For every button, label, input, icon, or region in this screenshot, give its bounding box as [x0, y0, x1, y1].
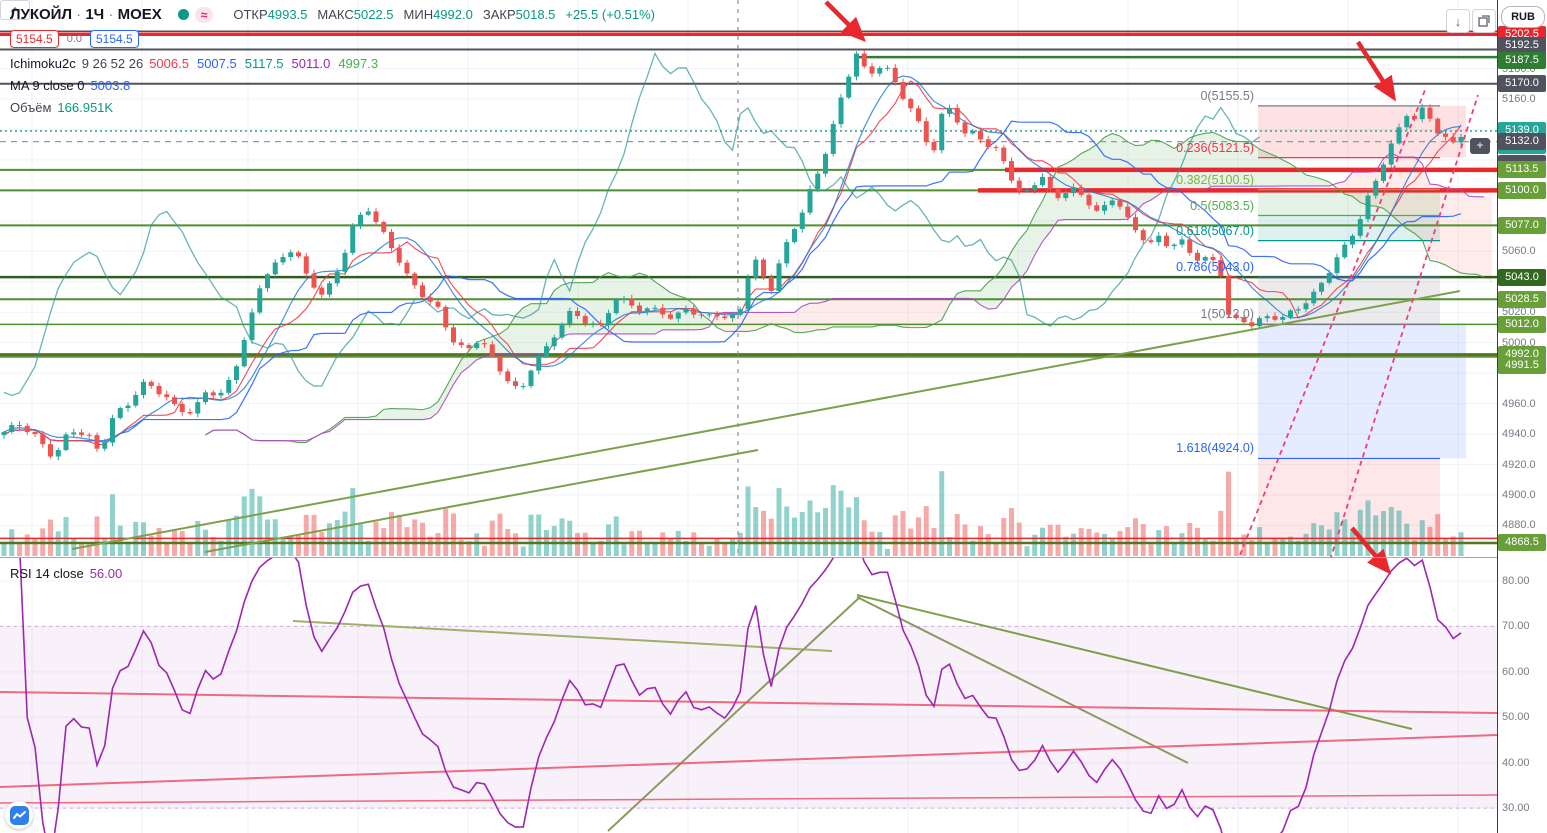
price-badge-4868.5: 4868.5: [1498, 534, 1546, 552]
fib-level-lines[interactable]: [1258, 105, 1440, 460]
timeframe-label: 1Ч: [85, 6, 105, 23]
chart-wave-icon: [9, 805, 29, 825]
rsi-tick-70.00: 70.00: [1502, 620, 1530, 633]
price-badge-4991.5: 4991.5: [1498, 357, 1546, 375]
price-label-left[interactable]: 5154.5: [10, 30, 59, 48]
ichimoku-values: 5006.5 5007.5 5117.5 5011.0 4997.3: [149, 56, 378, 71]
volume-value: 166.951K: [57, 100, 114, 115]
volume-legend[interactable]: Объём 166.951K: [10, 100, 113, 115]
price-badge-5170.0: 5170.0: [1498, 75, 1546, 93]
price-badge-clipped: [1498, 154, 1546, 162]
rsi-tick-50.00: 50.00: [1502, 711, 1530, 724]
rsi-trendline-drawings[interactable]: [292, 594, 1413, 832]
price-badge-5113.5: 5113.5: [1498, 161, 1546, 179]
fib-label-1(5012.0): 1(5012.0): [1200, 307, 1254, 322]
collapse-legend-button[interactable]: [0, 0, 30, 20]
rsi-value: 56.00: [89, 566, 123, 581]
fib-label-0.786(5043.0): 0.786(5043.0): [1176, 260, 1254, 275]
ichimoku-value: 5011.0: [291, 56, 331, 71]
price-badge-5012.0: 5012.0: [1498, 315, 1546, 333]
ichimoku-value: 5007.5: [196, 56, 237, 71]
maximize-icon: [1478, 15, 1490, 27]
price-badge-5077.0: 5077.0: [1498, 216, 1546, 234]
price-range-delta: 0.0: [66, 33, 82, 45]
plus-icon: +: [1476, 138, 1484, 152]
ohlc-values: ОТКР4993.5 МАКС5022.5 МИН4992.0 ЗАКР5018.5 +…: [233, 7, 655, 22]
price-badge-5028.5: 5028.5: [1498, 290, 1546, 308]
currency-toggle-button[interactable]: RUB: [1501, 6, 1545, 28]
price-tick-4900.0: 4900.0: [1502, 488, 1536, 501]
price-badge-5192.5: 5192.5: [1498, 36, 1546, 54]
ichimoku-value: 5006.5: [149, 56, 189, 71]
ohlc-item: ОТКР4993.5: [233, 7, 308, 22]
symbol-row: ЛУКОЙЛ · 1Ч · MOEX ≈ ОТКР4993.5 МАКС5022.…: [10, 6, 655, 23]
add-alert-plus-button[interactable]: +: [1470, 138, 1490, 154]
price-label-right[interactable]: 5154.5: [90, 30, 139, 48]
market-status-dot-icon[interactable]: [177, 9, 189, 20]
rsi-line: [19, 558, 1462, 833]
price-tick-5160.0: 5160.0: [1502, 92, 1536, 105]
ichimoku-legend[interactable]: Ichimoku2c 9 26 52 26 5006.5 5007.5 5117.5…: [10, 56, 378, 71]
trendline-drawings[interactable]: [71, 89, 1479, 560]
ma-value: 5003.8: [90, 78, 131, 93]
currency-label: RUB: [1511, 11, 1535, 23]
price-tick-4920.0: 4920.0: [1502, 458, 1536, 471]
fib-label-0(5155.5): 0(5155.5): [1200, 88, 1254, 103]
rsi-legend[interactable]: RSI 14 close 56.00: [10, 566, 122, 581]
scroll-to-recent-button[interactable]: ↓: [1446, 9, 1470, 33]
ichimoku-value: 5117.5: [244, 56, 284, 71]
rsi-tick-80.00: 80.00: [1502, 575, 1530, 587]
gridlines: [0, 0, 1497, 833]
rsi-tick-40.00: 40.00: [1502, 756, 1530, 769]
rsi-pink-lines[interactable]: [0, 691, 1497, 804]
price-badge-5187.5: 5187.5: [1498, 51, 1546, 69]
fib-label-0.5(5083.5): 0.5(5083.5): [1190, 198, 1254, 213]
approx-data-icon[interactable]: ≈: [194, 6, 214, 23]
indicator-logo-badge[interactable]: [5, 801, 33, 829]
ohlc-item: ЗАКР5018.5: [482, 7, 556, 22]
rsi-tick-30.00: 30.00: [1502, 802, 1530, 815]
chevron-up-icon: [10, 7, 20, 13]
fib-label-1.618(4924.0): 1.618(4924.0): [1176, 441, 1254, 456]
candlesticks: [1, 49, 1464, 461]
pane-separator[interactable]: [0, 557, 1547, 558]
ohlc-item: МИН4992.0: [403, 7, 473, 22]
price-badge-5100.0: 5100.0: [1498, 181, 1546, 199]
price-tick-5000.0: 5000.0: [1502, 336, 1536, 349]
symbol-name: ЛУКОЙЛ: [10, 6, 72, 23]
fib-label-0.236(5121.5): 0.236(5121.5): [1176, 140, 1254, 155]
price-badge-clipped: [1498, 147, 1546, 155]
arrow-down-icon: ↓: [1454, 13, 1462, 29]
price-tick-5060.0: 5060.0: [1502, 245, 1536, 258]
price-range-tool-labels: 5154.5 0.0 5154.5: [10, 30, 139, 48]
rsi-tick-60.00: 60.00: [1502, 665, 1530, 678]
exchange-label: MOEX: [117, 6, 162, 23]
ichimoku-value: 4997.3: [338, 56, 379, 71]
rsi-band: [0, 625, 1497, 809]
symbol-title[interactable]: ЛУКОЙЛ · 1Ч · MOEX: [10, 6, 162, 23]
price-tick-4960.0: 4960.0: [1502, 397, 1536, 410]
price-badge-5043.0: 5043.0: [1498, 268, 1546, 286]
fib-label-0.618(5067.0): 0.618(5067.0): [1176, 223, 1254, 238]
ma-name: MA 9 close 0: [10, 78, 85, 93]
ichimoku-params: 9 26 52 26: [81, 56, 144, 71]
maximize-pane-button[interactable]: [1472, 9, 1496, 33]
price-tick-4880.0: 4880.0: [1502, 519, 1536, 532]
ichimoku-name: Ichimoku2c: [10, 56, 76, 71]
fib-label-0.382(5100.5): 0.382(5100.5): [1176, 172, 1254, 187]
rsi-name: RSI 14 close: [10, 566, 84, 581]
price-badge-5132.0: 5132.0: [1498, 133, 1546, 151]
change-value: +25.5 (+0.51%): [565, 7, 656, 22]
price-tick-5020.0: 5020.0: [1502, 306, 1536, 319]
volume-name: Объём: [10, 100, 52, 115]
ohlc-item: МАКС5022.5: [317, 7, 394, 22]
annotation-arrows[interactable]: [824, 0, 1397, 575]
price-tick-4940.0: 4940.0: [1502, 428, 1536, 441]
ma-legend[interactable]: MA 9 close 0 5003.8: [10, 78, 130, 93]
